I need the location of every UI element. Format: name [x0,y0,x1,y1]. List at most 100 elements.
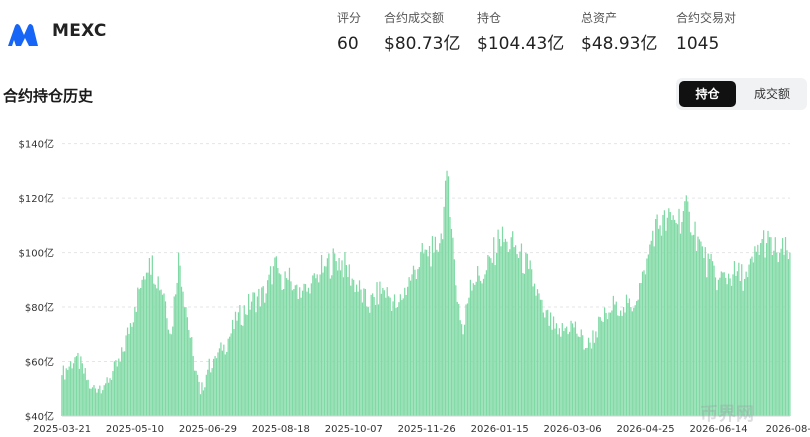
chart-bar [115,360,117,416]
chart-bar [582,335,584,416]
x-tick-label: 2026-06-14 [689,424,747,435]
chart-bar [714,277,717,416]
chart-bar [622,307,625,416]
chart-bar [566,326,568,416]
chart-bar [685,195,687,416]
chart-bar [690,232,692,416]
chart-bar [377,304,380,416]
chart-bar [606,319,609,416]
chart-bar [75,356,78,416]
chart-bar [516,254,518,416]
chart-bar [567,334,569,416]
chart-bar [223,344,225,416]
chart-bar [580,329,582,416]
chart-bar [603,307,606,416]
chart-bar [366,306,368,416]
chart-bar [388,296,390,416]
chart-bar [231,319,234,416]
chart-bar [671,220,673,416]
chart-bar [751,256,753,416]
chart-bar [212,358,215,416]
toggle-volume-button[interactable]: 成交额 [753,87,790,101]
chart-bar [64,379,66,416]
chart-bar [741,264,743,416]
chart-bar [242,325,244,416]
chart-bar [68,366,70,416]
chart-bar [738,262,740,416]
chart-bar [551,329,553,416]
chart-bar [586,347,588,416]
chart-bar [513,247,515,416]
chart-bar [415,279,418,416]
chart-bar [124,351,126,416]
chart-bar [361,302,364,416]
chart-bar [641,271,644,416]
chart-bar [332,248,334,416]
chart-bar [84,368,86,416]
chart-bar [398,302,400,416]
chart-bar [669,211,671,416]
chart-bar [496,252,498,416]
chart-bar [414,269,416,416]
chart-bar [640,282,642,416]
chart-bar [363,288,365,416]
chart-bar [592,330,594,416]
chart-bar [344,252,346,416]
chart-bar [246,314,248,416]
chart-bar [154,284,156,416]
chart-bar [407,286,409,416]
chart-bar [418,266,420,416]
stat-total-assets-value: $48.93亿 [581,34,658,54]
chart-bar [561,323,563,416]
chart-bar [647,254,649,416]
chart-bar [461,324,463,416]
chart-bar [323,266,326,416]
chart-bar [768,237,771,416]
chart-bar [494,265,496,416]
chart-bar [201,382,203,416]
chart-bar [318,282,320,416]
chart-bar [161,294,164,416]
toggle-open-interest-button[interactable]: 持仓 [679,81,736,107]
chart-bar [550,312,552,416]
chart-bar [236,320,238,416]
chart-bar [697,236,699,416]
chart-bar [506,241,508,416]
chart-bar [306,291,308,416]
chart-bar [347,277,349,416]
chart-bar [469,279,472,416]
chart-bar [121,347,123,416]
chart-bar [380,293,383,416]
chart-bar [681,221,683,416]
chart-bar [278,273,280,416]
chart-bar [523,273,525,416]
chart-bar [393,294,396,416]
stat-trading-pairs: 合约交易对 1045 [676,10,736,54]
chart-bar [729,278,731,416]
chart-bar [109,378,111,416]
chart-bar [93,385,95,416]
y-tick-label: $140亿 [19,138,54,151]
stat-rating-label: 评分 [337,11,362,25]
chart-bar [555,323,558,416]
chart-bar [221,350,223,416]
chart-bar [431,236,434,416]
chart-bar [412,265,415,416]
chart-bar [725,277,727,416]
chart-bar [538,293,540,416]
chart-bar [353,279,355,416]
chart-bar [196,374,199,416]
chart-bar [160,289,162,416]
chart-bar [294,285,296,416]
chart-bar [227,338,229,416]
chart-bar [185,307,187,416]
chart-bar [465,304,467,416]
chart-bar [621,315,623,416]
chart-bar [514,245,517,416]
chart-bar [173,296,175,416]
chart-bar [692,234,695,416]
chart-bar [618,316,620,416]
chart-bar [440,233,442,416]
chart-bar [379,281,381,416]
chart-bar [749,258,752,416]
